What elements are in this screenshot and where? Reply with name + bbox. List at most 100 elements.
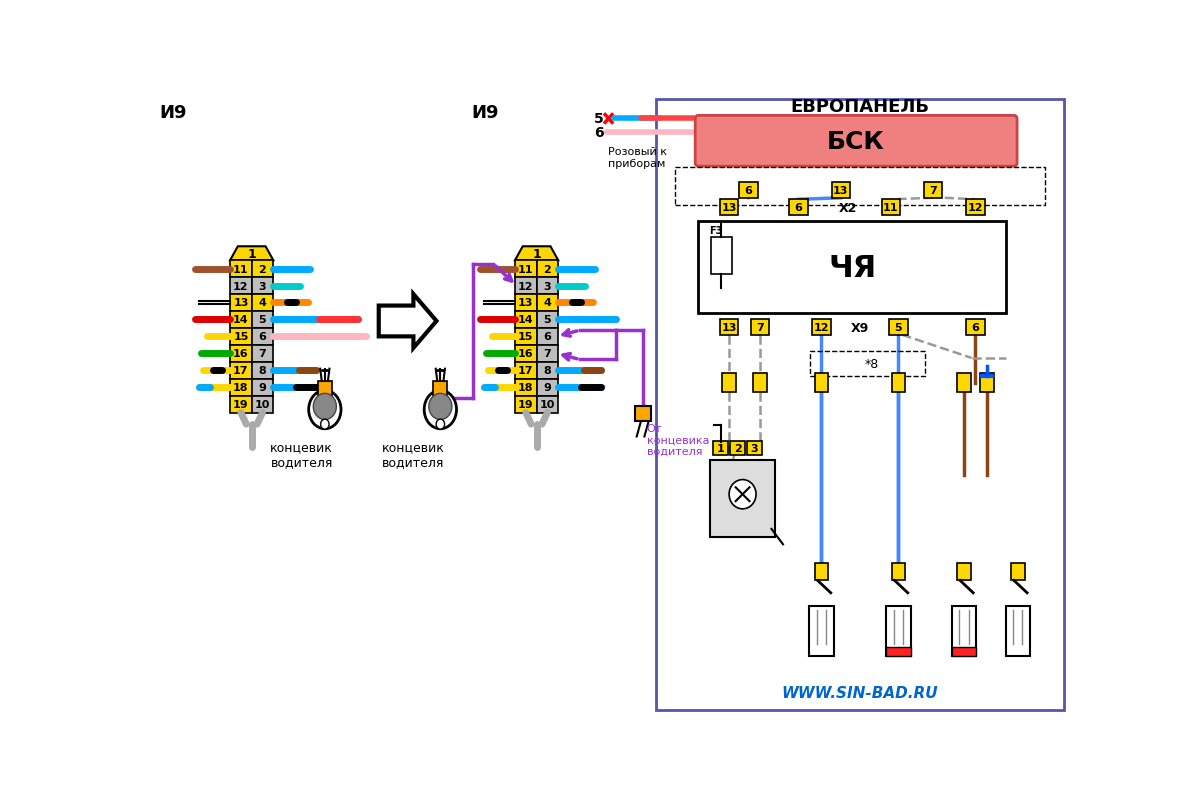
- Text: 16: 16: [233, 349, 249, 358]
- Bar: [231, 329, 252, 346]
- Bar: [1006, 606, 1030, 656]
- Bar: [711, 237, 732, 274]
- Bar: [252, 261, 273, 277]
- Bar: [536, 329, 558, 346]
- Text: 12: 12: [813, 322, 829, 333]
- Text: 11: 11: [883, 203, 899, 213]
- Bar: [713, 442, 728, 455]
- FancyBboxPatch shape: [696, 116, 1017, 167]
- Text: 18: 18: [518, 383, 534, 393]
- Bar: [536, 379, 558, 396]
- Text: 3: 3: [259, 282, 266, 291]
- Bar: [812, 320, 831, 335]
- Text: От
концевика
водителя: От концевика водителя: [647, 423, 709, 456]
- Text: БСК: БСК: [828, 130, 885, 154]
- Text: 11: 11: [233, 265, 249, 274]
- Ellipse shape: [313, 394, 336, 420]
- Bar: [536, 363, 558, 379]
- Bar: [515, 379, 536, 396]
- Bar: [892, 374, 906, 392]
- Bar: [957, 563, 971, 580]
- Text: *8: *8: [864, 358, 879, 371]
- Text: 4: 4: [258, 298, 266, 308]
- Text: 13: 13: [833, 186, 849, 196]
- Text: 4: 4: [543, 298, 552, 308]
- Text: 10: 10: [540, 399, 555, 410]
- Text: 1: 1: [247, 247, 256, 261]
- Ellipse shape: [729, 480, 756, 509]
- Bar: [753, 374, 767, 392]
- Bar: [536, 294, 558, 311]
- Text: 13: 13: [722, 203, 737, 213]
- Text: Розовый к
приборам: Розовый к приборам: [609, 147, 667, 168]
- Bar: [536, 277, 558, 294]
- Bar: [252, 396, 273, 413]
- Text: 9: 9: [258, 383, 266, 393]
- Bar: [536, 261, 558, 277]
- Bar: [675, 168, 1045, 206]
- Bar: [231, 396, 252, 413]
- Polygon shape: [231, 247, 273, 261]
- Bar: [252, 379, 273, 396]
- Text: концевик
водителя: концевик водителя: [270, 441, 333, 468]
- Bar: [656, 100, 1064, 710]
- Text: 10: 10: [254, 399, 270, 410]
- Ellipse shape: [429, 394, 452, 420]
- Bar: [536, 346, 558, 363]
- Bar: [951, 647, 976, 656]
- Bar: [747, 442, 762, 455]
- Bar: [892, 563, 906, 580]
- Bar: [515, 261, 536, 277]
- Text: 5: 5: [894, 322, 902, 333]
- Text: 17: 17: [233, 366, 249, 376]
- Bar: [924, 183, 943, 199]
- Text: 9: 9: [543, 383, 552, 393]
- Bar: [231, 379, 252, 396]
- Bar: [710, 460, 775, 537]
- Bar: [231, 261, 252, 277]
- Bar: [698, 221, 1006, 314]
- Text: 6: 6: [971, 322, 980, 333]
- Bar: [515, 329, 536, 346]
- Bar: [536, 396, 558, 413]
- Bar: [252, 294, 273, 311]
- Text: 14: 14: [518, 315, 534, 325]
- Text: 6: 6: [594, 126, 604, 140]
- Text: 2: 2: [543, 265, 552, 274]
- Bar: [252, 346, 273, 363]
- Bar: [231, 363, 252, 379]
- Bar: [515, 294, 536, 311]
- Bar: [814, 563, 829, 580]
- Text: 12: 12: [233, 282, 249, 291]
- Text: X2: X2: [839, 201, 857, 214]
- Bar: [317, 382, 332, 397]
- Text: 13: 13: [233, 298, 249, 308]
- Text: И9: И9: [471, 104, 498, 122]
- Bar: [967, 200, 984, 216]
- Text: 2: 2: [258, 265, 266, 274]
- Text: 12: 12: [968, 203, 983, 213]
- Bar: [814, 374, 829, 392]
- Text: 7: 7: [258, 349, 266, 358]
- Bar: [515, 311, 536, 329]
- Text: F3: F3: [709, 226, 723, 237]
- Ellipse shape: [321, 419, 329, 430]
- Ellipse shape: [424, 391, 457, 429]
- Bar: [789, 200, 807, 216]
- Text: 13: 13: [722, 322, 737, 333]
- Text: WWW.SIN-BAD.RU: WWW.SIN-BAD.RU: [781, 685, 938, 700]
- Bar: [719, 320, 738, 335]
- Text: 16: 16: [518, 349, 534, 358]
- Bar: [252, 311, 273, 329]
- Text: 5: 5: [259, 315, 266, 325]
- Bar: [252, 363, 273, 379]
- Text: 7: 7: [930, 186, 937, 196]
- Text: 19: 19: [233, 399, 249, 410]
- Text: X9: X9: [851, 322, 869, 334]
- Bar: [231, 311, 252, 329]
- Polygon shape: [379, 294, 436, 349]
- Bar: [515, 363, 536, 379]
- Text: 13: 13: [518, 298, 534, 308]
- Bar: [886, 606, 911, 656]
- Text: 8: 8: [543, 366, 552, 376]
